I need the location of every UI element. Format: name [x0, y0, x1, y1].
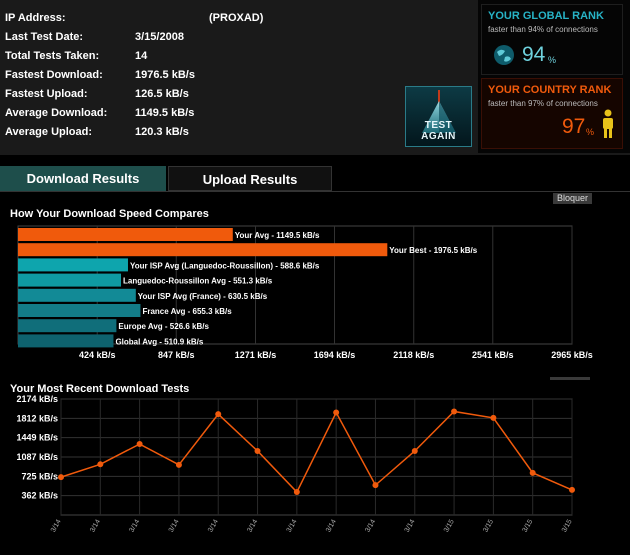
x-tick-label: 3/15	[482, 518, 495, 533]
tab-download-results[interactable]: Download Results	[0, 166, 166, 191]
country-rank-value: 97	[562, 115, 586, 138]
data-point	[215, 411, 222, 418]
x-tick-label: 2118 kB/s	[393, 350, 434, 360]
bar	[18, 288, 136, 302]
y-tick-label: 1449 kB/s	[16, 433, 58, 443]
tab-upload-results[interactable]: Upload Results	[168, 166, 332, 191]
x-tick-label: 3/14	[168, 518, 181, 533]
bar-label: Your ISP Avg (France) - 630.5 kB/s	[138, 292, 268, 301]
info-label: Fastest Upload:	[5, 88, 88, 100]
global-rank-title: YOUR GLOBAL RANK	[488, 10, 604, 22]
bar-label: Your ISP Avg (Languedoc-Roussillon) - 58…	[130, 261, 320, 270]
x-tick-label: 2965 kB/s	[551, 350, 593, 360]
compare-bar-chart: Your Avg - 1149.5 kB/s Your Best - 1976.5…	[17, 225, 593, 360]
test-again-button[interactable]: TEST AGAIN	[405, 86, 472, 147]
data-point	[175, 461, 182, 468]
person-icon	[603, 109, 613, 138]
info-label: Fastest Download:	[5, 69, 103, 81]
country-rank-subtitle: faster than 97% of connections	[488, 99, 598, 108]
recent-line-chart: 362 kB/s 725 kB/s 1087 kB/s 1449 kB/s 1812 k…	[16, 395, 575, 534]
x-tick-label: 3/14	[246, 518, 259, 533]
data-point	[254, 447, 261, 454]
info-value: 120.3 kB/s	[135, 126, 189, 138]
info-value: (PROXAD)	[209, 12, 264, 24]
recent-chart-title: Your Most Recent Download Tests	[10, 383, 190, 395]
bloquer-button[interactable]: Bloquer	[553, 193, 592, 204]
x-tick-label: 3/14	[325, 518, 338, 533]
info-value: 1149.5 kB/s	[135, 107, 195, 119]
data-point	[293, 489, 300, 496]
x-tick-label: 3/15	[522, 518, 535, 533]
x-tick-label: 3/15	[443, 518, 456, 533]
x-tick-label: 847 kB/s	[158, 350, 195, 360]
info-value: 1976.5 kB/s	[135, 69, 195, 81]
x-tick-label: 424 kB/s	[79, 350, 116, 360]
bar-label: France Avg - 655.3 kB/s	[142, 307, 232, 316]
bar-label: Europe Avg - 526.6 kB/s	[118, 322, 209, 331]
global-rank-value: 94	[522, 43, 546, 66]
pyramid-icon	[422, 90, 456, 133]
data-point	[569, 486, 575, 493]
bar-label: Your Best - 1976.5 kB/s	[389, 246, 477, 255]
info-label: IP Address:	[5, 12, 66, 24]
global-rank-subtitle: faster than 94% of connections	[488, 25, 598, 34]
country-rank-box: YOUR COUNTRY RANK faster than 97% of con…	[481, 78, 623, 149]
data-point	[372, 482, 379, 489]
x-tick-label: 3/14	[89, 518, 102, 533]
test-again-label: TEST AGAIN	[421, 120, 456, 142]
y-tick-label: 725 kB/s	[21, 471, 58, 481]
y-tick-label: 362 kB/s	[21, 491, 58, 501]
globe-icon	[494, 45, 514, 65]
global-rank-unit: %	[548, 55, 557, 65]
compare-chart-title: How Your Download Speed Compares	[10, 208, 209, 220]
info-value: 14	[135, 50, 148, 62]
bar	[18, 258, 128, 272]
y-tick-label: 2174 kB/s	[16, 395, 58, 404]
x-tick-label: 3/14	[207, 518, 220, 533]
y-tick-label: 1812 kB/s	[16, 413, 58, 423]
info-label: Total Tests Taken:	[5, 50, 100, 62]
x-tick-label: 3/14	[50, 518, 63, 533]
x-tick-label: 3/14	[364, 518, 377, 533]
info-label: Last Test Date:	[5, 31, 84, 43]
data-point	[97, 461, 104, 468]
divider	[550, 377, 590, 380]
info-label: Average Download:	[5, 107, 108, 119]
y-tick-label: 1087 kB/s	[16, 452, 58, 462]
data-point	[411, 447, 418, 454]
info-label: Average Upload:	[5, 126, 93, 138]
country-rank-unit: %	[586, 127, 595, 137]
x-tick-label: 3/14	[128, 518, 141, 533]
series-line	[60, 410, 573, 494]
x-tick-label: 1271 kB/s	[235, 350, 277, 360]
bar-label: Languedoc-Roussillon Avg - 551.3 kB/s	[123, 277, 273, 286]
x-tick-label: 3/15	[561, 518, 574, 533]
x-tick-label: 2541 kB/s	[472, 350, 514, 360]
data-point	[490, 414, 497, 421]
x-tick-label: 3/14	[404, 518, 417, 533]
info-value: 3/15/2008	[135, 31, 184, 43]
results-tabs: Download Results Upload Results	[0, 166, 630, 192]
data-point	[136, 441, 143, 448]
bar-label: Global Avg - 510.9 kB/s	[115, 337, 203, 346]
data-point	[58, 474, 64, 481]
data-point	[333, 409, 340, 416]
x-tick-label: 3/14	[286, 518, 299, 533]
global-rank-box: YOUR GLOBAL RANK faster than 94% of conn…	[481, 4, 623, 75]
bar	[18, 334, 114, 348]
data-point	[451, 408, 458, 415]
info-value: 126.5 kB/s	[135, 88, 189, 100]
rank-panel: YOUR GLOBAL RANK faster than 94% of conn…	[478, 0, 630, 153]
data-point	[529, 469, 536, 476]
bar	[18, 243, 388, 257]
x-tick-label: 1694 kB/s	[314, 350, 356, 360]
results-summary-panel: IP Address: (PROXAD) Last Test Date: 3/1…	[0, 0, 630, 155]
country-rank-title: YOUR COUNTRY RANK	[488, 84, 612, 96]
bar	[18, 319, 117, 333]
bar	[18, 273, 122, 287]
bar-label: Your Avg - 1149.5 kB/s	[235, 231, 320, 240]
bar	[18, 304, 141, 317]
bar	[18, 228, 233, 241]
